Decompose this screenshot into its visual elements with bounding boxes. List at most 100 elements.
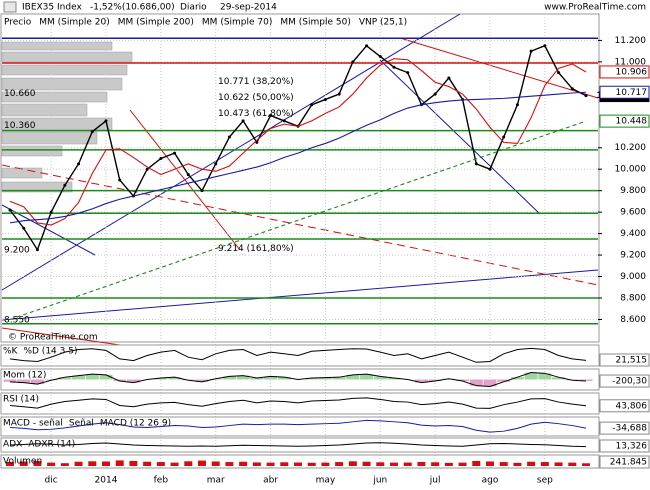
price-point [200, 189, 204, 193]
legend-entry: MM (Simple 50) [280, 18, 350, 28]
volume-bar [472, 460, 481, 466]
price-point [406, 71, 410, 75]
value-label: 10.448 [616, 117, 648, 127]
volume-bar [499, 462, 508, 466]
series-line [9, 120, 587, 320]
panel-legend: %K [3, 347, 19, 357]
volume-bar [102, 461, 110, 466]
indicator-line [9, 347, 587, 363]
volume-bar [335, 462, 344, 466]
volume-bar [568, 462, 577, 466]
volume-bar [321, 462, 330, 466]
value-label: 10.906 [616, 67, 648, 77]
y-tick-label: 9.600 [620, 208, 646, 218]
profile-bar [1, 51, 133, 63]
volume-bar [225, 462, 234, 466]
watermark: © ProRealTime.com [8, 333, 98, 343]
panel-legend: Señal [69, 419, 94, 429]
price-point [118, 178, 122, 182]
x-tick-label: abr [263, 476, 278, 486]
price-point [282, 119, 286, 123]
panel-legend: %D (14 3 5) [23, 347, 77, 357]
price-point [49, 210, 53, 214]
price-point [77, 162, 81, 166]
y-tick-label: 9.800 [620, 186, 646, 196]
volume-bar [554, 462, 563, 466]
price-point [214, 162, 218, 166]
profile-bar [1, 181, 73, 193]
volume-bar [431, 462, 440, 466]
price-point [104, 119, 108, 123]
indicator-line [9, 419, 587, 433]
volume-bar [6, 462, 14, 466]
volume-bar [582, 463, 590, 466]
indicator-line [9, 442, 587, 448]
volume-bar [60, 463, 69, 466]
value-label-box [599, 421, 650, 435]
volume-bar [376, 462, 385, 466]
x-tick-label: jun [372, 476, 387, 486]
trend-line [1, 269, 599, 321]
y-tick-label: 11.000 [615, 57, 647, 67]
price-point [323, 97, 327, 101]
price-point [63, 183, 67, 187]
trend-line [1, 327, 121, 346]
legend-entry: MM (Simple 200) [118, 18, 194, 28]
y-tick-label: 9.400 [620, 229, 646, 239]
period: Diario [180, 3, 207, 13]
trend-line [129, 109, 241, 251]
volume-profile [1, 41, 133, 193]
value-label-box [599, 65, 650, 79]
indicator-line [9, 397, 587, 409]
volume-bar [527, 461, 536, 466]
fibonacci-label: 10.622 (50,00%) [218, 93, 294, 103]
volume-bar [143, 461, 152, 466]
profile-bar [1, 131, 98, 145]
indicator-panel [0, 416, 600, 437]
indicator-panel [0, 392, 600, 415]
y-tick-label: 8.800 [620, 293, 646, 303]
value-label-box [599, 114, 650, 128]
indicator-line [9, 372, 587, 387]
volume-bar [156, 462, 165, 466]
volume-bar [307, 462, 316, 466]
volume-bar [390, 462, 398, 466]
profile-bar [1, 103, 88, 117]
profile-bar [1, 77, 123, 91]
volume-bar [266, 462, 275, 466]
fibonacci-label: 9.214 (161,80%) [218, 244, 294, 254]
chart-title: IBEX35 Index [22, 3, 82, 13]
y-tick-label: 11.200 [615, 36, 647, 46]
volume-bar [88, 461, 97, 466]
price-point [159, 156, 163, 160]
value-label: 21,515 [616, 356, 648, 366]
series-line [9, 58, 587, 226]
date: 29-sep-2014 [220, 3, 277, 13]
price-point [337, 92, 341, 96]
value-label: -34,688 [612, 424, 647, 434]
volume-bar [129, 460, 138, 466]
indicator-panel [0, 368, 600, 391]
volume-bar [198, 460, 206, 466]
x-tick-label: sep [537, 476, 553, 486]
volume-bar [417, 461, 426, 466]
price-point [447, 76, 451, 80]
x-tick-label: ago [482, 476, 499, 486]
level-label: 10.660 [4, 89, 36, 99]
source: www.ProRealTime.com [544, 3, 646, 13]
volume-bar [294, 462, 302, 466]
value-label-box [599, 85, 650, 99]
panel-legend: RSI (14) [3, 395, 39, 405]
price-point [515, 103, 519, 107]
volume-bar [211, 461, 220, 466]
price-point [241, 119, 245, 123]
level-label: 8.550 [4, 315, 30, 325]
panel-legend: MACD (12 26 9) [100, 419, 171, 429]
legend-entry: MM (Simple 20) [39, 18, 109, 28]
volume-bar [458, 462, 467, 466]
trend-line [1, 164, 599, 286]
profile-bar [1, 145, 63, 157]
price-point [90, 130, 94, 134]
legend-entry: MM (Simple 70) [202, 18, 272, 28]
